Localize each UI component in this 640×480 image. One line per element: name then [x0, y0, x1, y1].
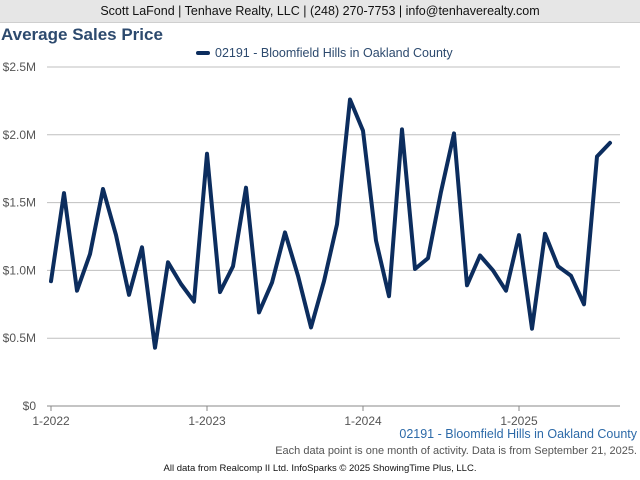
chart-legend[interactable]: 02191 - Bloomfield Hills in Oakland Coun… [196, 45, 453, 61]
x-tick-label: 1-2022 [32, 414, 70, 428]
y-tick-label: $0 [23, 399, 37, 413]
series-label: 02191 - Bloomfield Hills in Oakland Coun… [399, 427, 637, 441]
series-line-0[interactable] [49, 97, 612, 350]
x-tick-label: 1-2025 [500, 414, 538, 428]
legend-label: 02191 - Bloomfield Hills in Oakland Coun… [215, 46, 453, 60]
y-tick-label: $0.5M [3, 331, 36, 345]
x-tick-label: 1-2023 [188, 414, 226, 428]
header-bar: Scott LaFond | Tenhave Realty, LLC | (24… [0, 0, 640, 23]
x-tick-label: 1-2024 [344, 414, 382, 428]
chart-title: Average Sales Price [1, 25, 163, 44]
data-note: Each data point is one month of activity… [275, 445, 637, 457]
y-tick-label: $1.0M [3, 263, 36, 277]
legend-line-swatch [196, 51, 210, 55]
header-contact-text: Scott LaFond | Tenhave Realty, LLC | (24… [100, 4, 540, 18]
footer-credit: All data from Realcomp II Ltd. InfoSpark… [163, 463, 477, 474]
y-tick-label: $2.5M [3, 60, 36, 74]
y-tick-label: $2.0M [3, 128, 36, 142]
y-tick-label: $1.5M [3, 196, 36, 210]
